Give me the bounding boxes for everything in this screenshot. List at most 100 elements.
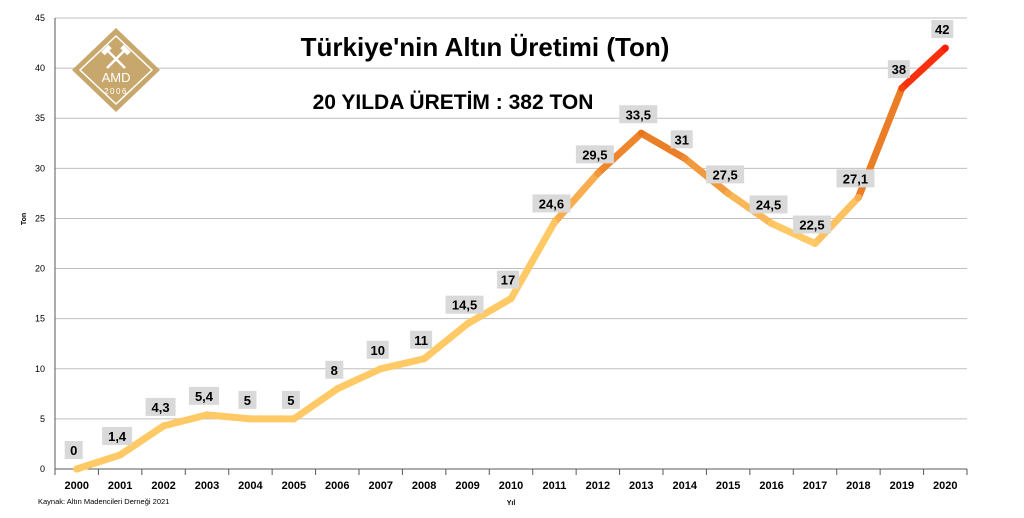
data-label-box: [238, 390, 257, 409]
y-tick-label: 30: [35, 163, 45, 173]
y-tick-label: 45: [35, 13, 45, 23]
y-tick-label: 5: [40, 414, 45, 424]
series-line: [73, 44, 949, 473]
data-point: [333, 385, 341, 393]
line-segment: [637, 129, 689, 162]
data-label-box: [102, 426, 133, 445]
data-label-box: [836, 169, 875, 188]
y-tick-label: 20: [35, 264, 45, 274]
data-point: [941, 44, 949, 52]
amd-logo: AMD 2006: [72, 28, 160, 112]
x-tick-label: 2015: [716, 480, 740, 492]
data-point: [420, 355, 428, 363]
data-label: 29,5: [582, 147, 607, 162]
x-tick-label: 2020: [933, 480, 957, 492]
x-tick-label: 2012: [586, 480, 610, 492]
y-tick-label: 40: [35, 63, 45, 73]
data-label-box: [619, 105, 658, 124]
data-label: 11: [414, 333, 428, 348]
x-tick-label: 2004: [238, 480, 263, 492]
data-label-box: [189, 386, 219, 405]
x-tick-label: 2001: [108, 480, 132, 492]
y-tick-label: 35: [35, 113, 45, 123]
data-label: 17: [501, 273, 515, 288]
data-point: [246, 415, 254, 423]
x-tick-label: 2002: [151, 480, 175, 492]
x-tick-label: 2019: [890, 480, 914, 492]
x-tick-label: 2016: [759, 480, 783, 492]
data-label: 1,4: [108, 429, 127, 444]
logo-text: AMD: [102, 70, 131, 85]
data-label: 5: [287, 393, 294, 408]
data-point: [854, 193, 862, 201]
data-label-box: [670, 130, 693, 149]
data-point: [203, 411, 211, 419]
line-segment: [73, 451, 124, 473]
data-label-box: [706, 165, 745, 184]
data-label-box: [887, 60, 910, 79]
x-tick-label: 2006: [325, 480, 349, 492]
x-tick-label: 2007: [368, 480, 392, 492]
line-segment: [550, 169, 602, 226]
pickaxe-icon: [101, 44, 131, 69]
y-tick-label: 0: [40, 464, 45, 474]
data-label: 22,5: [799, 218, 824, 233]
x-tick-label: 2018: [846, 480, 870, 492]
line-segment: [898, 44, 949, 92]
x-tick-label: 2014: [672, 480, 697, 492]
data-label: 27,1: [843, 171, 868, 186]
data-label: 27,5: [712, 167, 737, 182]
data-label: 31: [674, 132, 688, 147]
data-label: 0: [70, 443, 77, 458]
data-label-box: [145, 397, 176, 416]
data-point: [768, 219, 776, 227]
data-label-box: [749, 195, 788, 214]
x-axis-label: Yıl: [507, 500, 516, 507]
data-point: [724, 189, 732, 197]
data-point: [594, 169, 602, 177]
y-axis-label: Ton: [21, 213, 28, 225]
data-label: 10: [370, 343, 384, 358]
data-point: [811, 240, 819, 247]
data-label-box: [410, 330, 433, 349]
data-point: [464, 320, 472, 328]
data-label-box: [532, 194, 571, 213]
data-label-box: [931, 20, 954, 39]
line-segment: [464, 295, 515, 328]
y-tick-label: 25: [35, 213, 45, 223]
data-label-box: [325, 360, 344, 379]
data-label: 8: [331, 363, 338, 378]
data-point: [898, 84, 906, 92]
chart-title: Türkiye'nin Altın Üretimi (Ton): [301, 32, 670, 62]
data-point: [160, 422, 168, 430]
x-tick-label: 2011: [542, 480, 566, 492]
line-segment: [116, 422, 168, 459]
line-segment: [203, 411, 254, 423]
data-label-box: [281, 390, 300, 409]
y-tick-label: 15: [35, 314, 45, 324]
x-tick-label: 2005: [282, 480, 306, 492]
logo-year: 2006: [104, 87, 128, 96]
x-tick-label: 2008: [412, 480, 436, 492]
data-label-box: [497, 270, 519, 289]
grid: [55, 17, 967, 470]
data-point: [116, 451, 124, 459]
data-label: 5,4: [195, 389, 214, 404]
x-tick-label: 2010: [499, 480, 523, 492]
data-label-box: [366, 340, 389, 359]
data-label: 24,5: [756, 197, 781, 212]
data-label: 4,3: [152, 400, 170, 415]
line-segment: [333, 365, 385, 393]
data-label-box: [575, 145, 614, 164]
x-tick-label: 2017: [803, 480, 827, 492]
line-segment: [811, 193, 862, 247]
data-label: 24,6: [539, 196, 564, 211]
data-label: 5: [244, 393, 251, 408]
data-label-box: [64, 441, 83, 459]
data-label: 38: [892, 62, 906, 77]
data-point: [73, 465, 81, 473]
data-label-box: [793, 215, 831, 234]
data-point: [290, 415, 298, 423]
source-note: Kaynak: Altın Madencileri Derneği 2021: [38, 497, 169, 506]
